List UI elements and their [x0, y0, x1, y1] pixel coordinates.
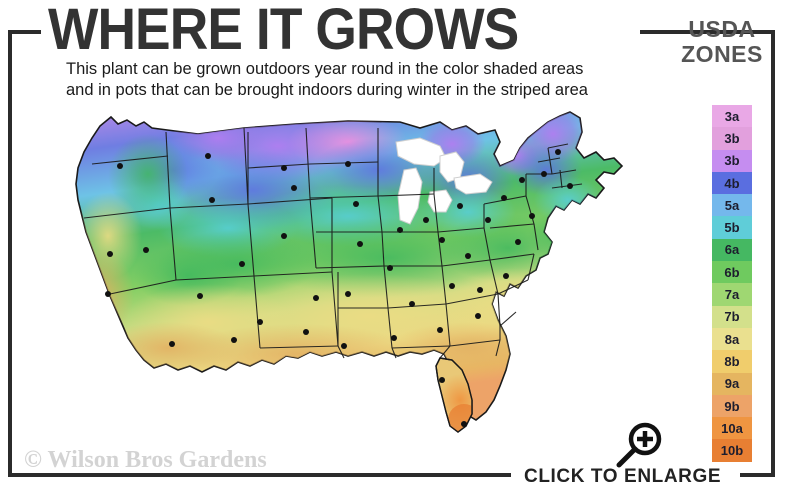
- legend-swatch-3b-dup: 3b: [712, 149, 752, 172]
- legend-swatch-6b: 6b: [712, 261, 752, 284]
- legend-swatch-5a: 5a: [712, 194, 752, 217]
- legend-swatch-4b: 4b: [712, 171, 752, 195]
- map-city-dots: [105, 149, 573, 427]
- click-to-enlarge-label[interactable]: CLICK TO ENLARGE: [524, 466, 722, 487]
- legend-swatch-5b: 5b: [712, 216, 752, 239]
- frame-right-segment: [771, 30, 775, 477]
- legend-swatch-9b: 9b: [712, 394, 752, 418]
- legend-heading-line-2: ZONES: [681, 41, 763, 67]
- legend-heading: USDA ZONES: [674, 17, 770, 67]
- legend-swatch-3a: 3a: [712, 105, 752, 128]
- legend-swatch-6a: 6a: [712, 238, 752, 262]
- frame-top-right-segment: [640, 30, 775, 34]
- subtitle-line-1: This plant can be grown outdoors year ro…: [66, 60, 584, 78]
- legend-heading-line-1: USDA: [688, 16, 756, 42]
- legend-swatch-8a: 8a: [712, 327, 752, 351]
- usda-hardiness-zone-map[interactable]: [48, 108, 668, 448]
- frame-top-left-segment: [8, 30, 41, 34]
- frame-bottom-left-segment: [8, 473, 511, 477]
- page-title: WHERE IT GROWS: [48, 0, 519, 62]
- subtitle-text: This plant can be grown outdoors year ro…: [66, 59, 646, 101]
- map-florida: [435, 357, 473, 433]
- map-great-lakes: [395, 137, 493, 225]
- usda-zone-legend: 3a 3b 3b 4b 5a 5b 6a 6b 7a 7b 8a 8b 9a 9b 10a 10b: [712, 105, 752, 462]
- legend-swatch-3b: 3b: [712, 127, 752, 150]
- copyright-watermark: © Wilson Bros Gardens: [24, 447, 267, 473]
- frame-left-segment: [8, 30, 12, 477]
- legend-swatch-7a: 7a: [712, 283, 752, 306]
- legend-swatch-7b: 7b: [712, 305, 752, 328]
- frame-bottom-right-segment: [740, 473, 775, 477]
- legend-swatch-9a: 9a: [712, 372, 752, 395]
- legend-swatch-10a: 10a: [712, 417, 752, 440]
- legend-swatch-8b: 8b: [712, 350, 752, 373]
- map-svg[interactable]: [48, 108, 668, 448]
- map-state-borders: [83, 127, 583, 359]
- subtitle-line-2: and in pots that can be brought indoors …: [66, 81, 588, 99]
- zoom-in-magnifier-icon[interactable]: [612, 420, 666, 472]
- legend-swatch-10b: 10b: [712, 439, 752, 462]
